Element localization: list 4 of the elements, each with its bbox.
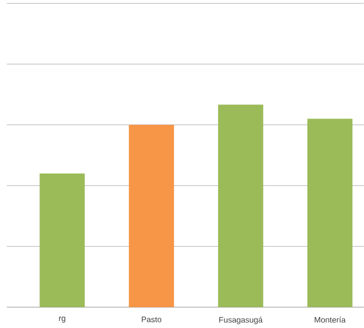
bar [40, 174, 85, 308]
bar [128, 125, 174, 308]
bar [218, 104, 264, 308]
bar [307, 118, 352, 308]
